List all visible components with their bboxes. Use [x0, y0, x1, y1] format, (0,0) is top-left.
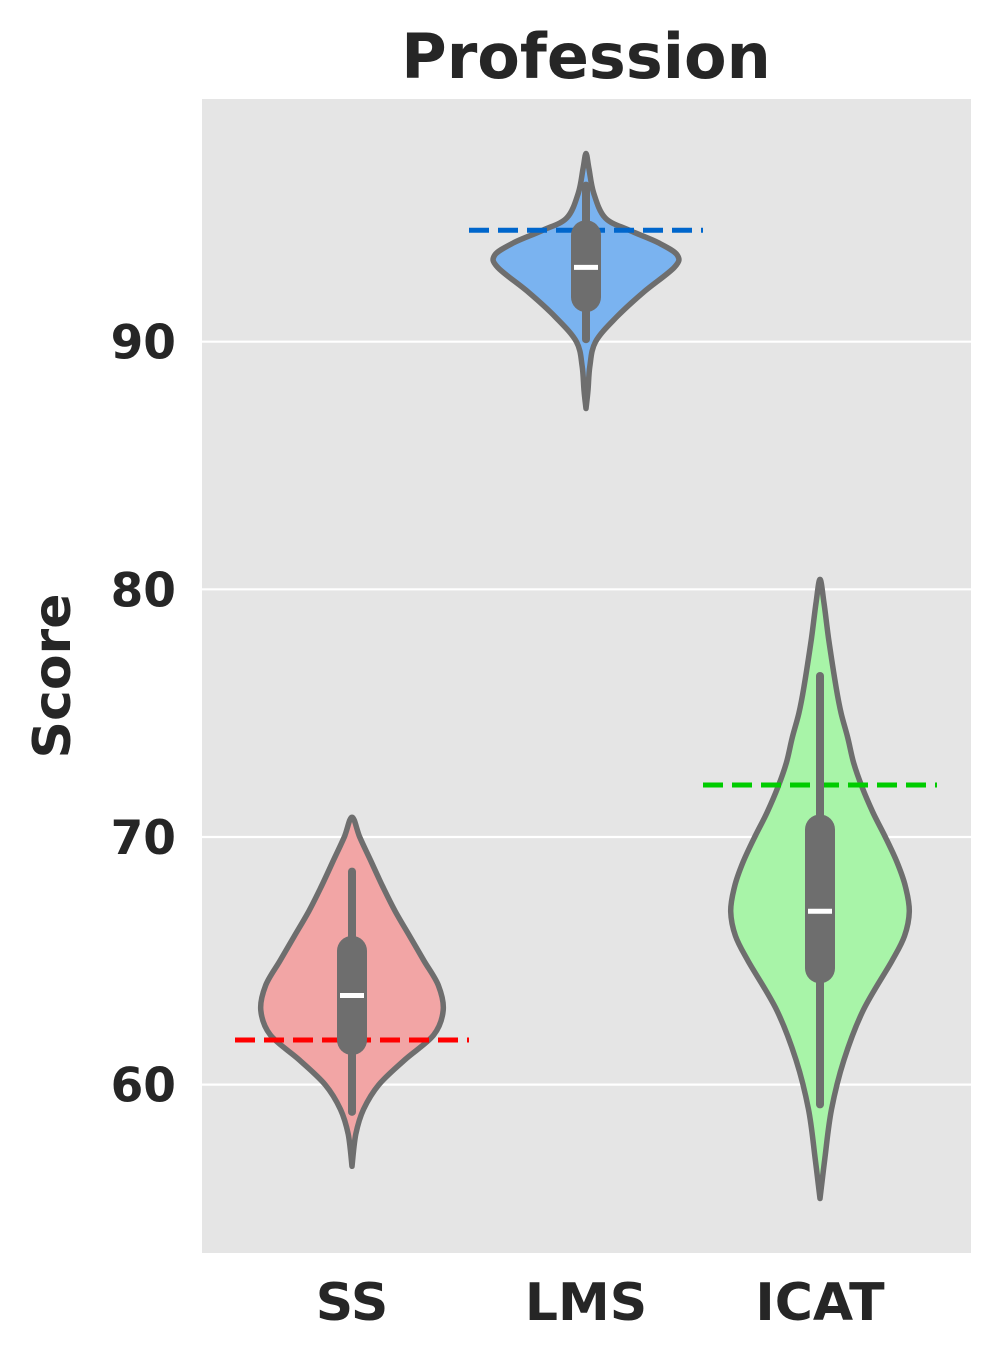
x-tick-label-icat: ICAT	[755, 1273, 885, 1333]
x-tick-label-ss: SS	[316, 1273, 389, 1333]
y-tick-label-90: 90	[111, 316, 176, 371]
y-tick-label-80: 80	[111, 563, 176, 618]
y-tick-label-60: 60	[111, 1059, 176, 1114]
chart-title: Profession	[401, 20, 770, 93]
inner-boxes	[337, 181, 835, 1116]
y-axis-label: Score	[23, 594, 83, 759]
y-tick-labels: 60 70 80 90	[111, 316, 176, 1114]
y-tick-label-70: 70	[111, 811, 176, 866]
x-tick-labels: SS LMS ICAT	[316, 1273, 885, 1333]
x-tick-label-lms: LMS	[525, 1273, 647, 1333]
